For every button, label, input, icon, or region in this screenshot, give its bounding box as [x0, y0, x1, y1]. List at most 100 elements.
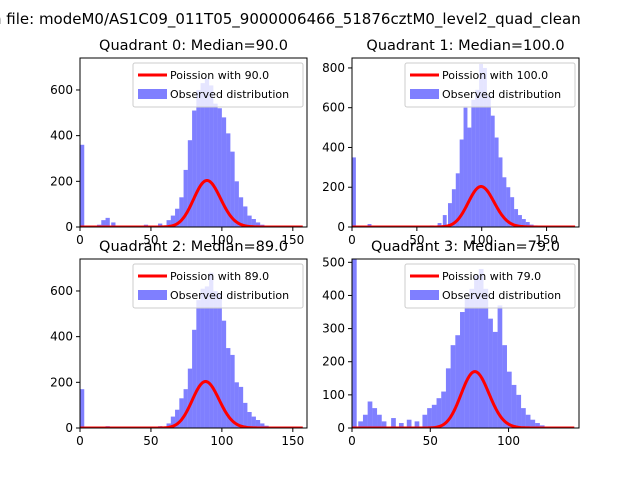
- histogram-bar: [358, 421, 363, 428]
- histogram-bar: [486, 95, 491, 227]
- histogram-bar: [483, 288, 489, 428]
- histogram-bar: [492, 331, 498, 428]
- histogram-bar: [179, 197, 184, 227]
- subplot-title: Quadrant 3: Median=79.0: [371, 239, 560, 255]
- legend-patch-swatch: [410, 89, 439, 99]
- histogram-bar: [450, 345, 456, 428]
- x-tick-label: 150: [281, 434, 304, 448]
- histogram-bar: [196, 89, 201, 227]
- histogram-bar: [243, 402, 248, 428]
- histogram-bar: [521, 219, 526, 227]
- legend-patch-swatch: [138, 89, 167, 99]
- legend: Poission with 90.0 Observed distribution: [132, 62, 304, 108]
- subplot-title: Quadrant 1: Median=100.0: [366, 38, 564, 54]
- y-tick-label: 400: [50, 129, 73, 143]
- histogram-bar: [436, 398, 442, 428]
- histogram-bar: [451, 189, 456, 227]
- histogram-bar: [226, 348, 231, 428]
- histogram-bar: [422, 414, 428, 428]
- histogram-bar: [247, 412, 252, 428]
- histogram-bar: [514, 209, 519, 227]
- histogram-bar: [511, 384, 517, 428]
- histogram-bar: [213, 290, 218, 428]
- histogram-bar: [230, 354, 235, 428]
- histogram-bar: [234, 382, 239, 428]
- histogram-bar: [196, 300, 201, 428]
- histogram-bar: [247, 215, 252, 227]
- histogram-bar: [478, 268, 484, 428]
- histogram-bar: [217, 293, 222, 428]
- legend-patch-swatch: [410, 290, 439, 300]
- x-tick-label: 50: [143, 233, 158, 247]
- x-tick-label: 100: [470, 233, 493, 247]
- histogram-bar: [209, 272, 214, 428]
- histogram-bar: [437, 223, 442, 227]
- histogram-bar: [187, 140, 193, 227]
- histogram-bar: [455, 173, 460, 227]
- legend-label-poisson: Poission with 100.0: [442, 69, 548, 82]
- histogram-bar: [362, 414, 368, 428]
- y-tick-label: 200: [50, 375, 73, 389]
- histogram-bar: [460, 312, 465, 428]
- histogram-bar: [221, 117, 227, 227]
- legend-label-observed: Observed distribution: [170, 88, 289, 101]
- legend-label-observed: Observed distribution: [442, 88, 561, 101]
- subplot-0: Quadrant 0: Median=90.0 0 50 100 150 0 200 400 6…: [50, 38, 308, 247]
- subplot-1: Quadrant 1: Median=100.0 0 50 100 150 0 200 400…: [322, 38, 580, 247]
- histogram-bar: [381, 421, 387, 428]
- histogram-bar: [80, 389, 85, 428]
- x-tick-label: 0: [348, 233, 356, 247]
- histogram-bar: [414, 421, 420, 428]
- legend-box: [404, 263, 576, 309]
- histogram-bar: [111, 222, 116, 227]
- histogram-bar: [494, 137, 499, 227]
- histogram-bar: [192, 329, 197, 428]
- x-tick-label: 50: [409, 233, 424, 247]
- histogram-bar: [398, 423, 404, 428]
- histogram-bar: [502, 177, 507, 227]
- histogram-bar: [352, 157, 356, 227]
- x-tick-label: 0: [76, 434, 84, 448]
- y-tick-label: 400: [322, 288, 345, 302]
- histogram-bar: [447, 203, 452, 227]
- histogram-bar: [475, 89, 480, 227]
- histogram-bar: [367, 401, 373, 428]
- y-tick-label: 0: [65, 220, 73, 234]
- x-tick-label: 100: [210, 434, 233, 448]
- histogram-bar: [525, 414, 531, 428]
- axes-frame: [79, 57, 308, 228]
- histogram-bar: [455, 335, 461, 428]
- y-tick-label: 200: [322, 355, 345, 369]
- histogram-bar: [391, 418, 396, 428]
- histogram-bar: [200, 83, 205, 228]
- histogram-bar: [204, 78, 210, 228]
- histogram-bar: [183, 389, 188, 428]
- subplot-3: Quadrant 3: Median=79.0 0 50 100 0 100 200 300 4…: [322, 239, 580, 448]
- histogram-bar: [255, 420, 261, 428]
- histogram-bar: [431, 404, 437, 428]
- y-tick-label: 300: [322, 322, 345, 336]
- histogram-bar: [506, 187, 511, 227]
- legend-box: [404, 62, 576, 108]
- histogram-bar: [483, 67, 487, 227]
- histogram-bar: [170, 215, 176, 227]
- histogram-bar: [200, 288, 205, 428]
- histogram-bar: [469, 288, 475, 428]
- x-tick-label: 50: [143, 434, 158, 448]
- x-tick-label: 150: [535, 233, 558, 247]
- histogram-bar: [464, 298, 470, 428]
- y-tick-label: 0: [337, 220, 345, 234]
- histogram-bar: [251, 219, 256, 227]
- legend-label-observed: Observed distribution: [170, 289, 289, 302]
- histogram-bar: [467, 127, 472, 227]
- histogram-bar: [217, 108, 222, 227]
- legend-label-poisson: Poission with 79.0: [442, 270, 541, 283]
- x-tick-label: 100: [497, 434, 520, 448]
- histogram-bar: [101, 220, 106, 227]
- histogram-bar: [230, 151, 235, 227]
- axes-frame: [79, 258, 308, 429]
- histogram-bar: [234, 181, 239, 227]
- axes-frame: [351, 57, 580, 228]
- x-tick-label: 0: [348, 434, 356, 448]
